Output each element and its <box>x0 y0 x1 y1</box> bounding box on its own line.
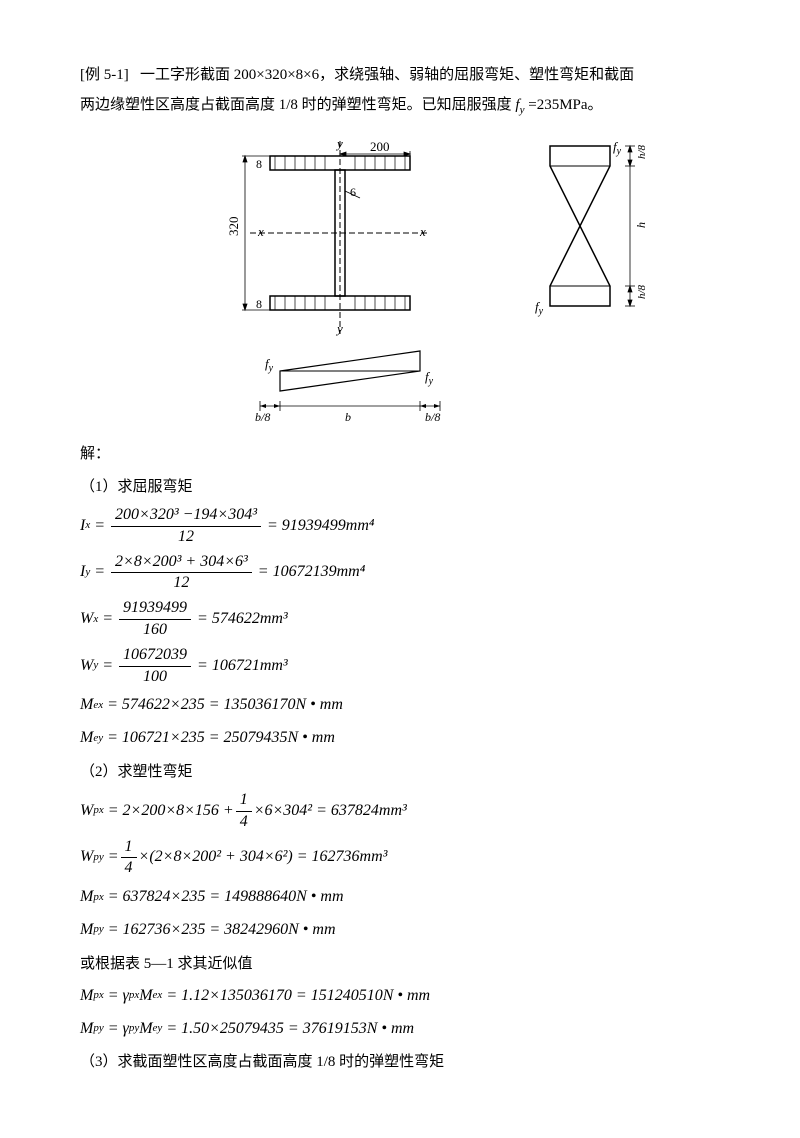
tf-bot: 8 <box>256 297 262 311</box>
b8-left: b/8 <box>255 410 270 424</box>
section-2-label: （2）求塑性弯矩 <box>80 759 750 786</box>
section-3-label: （3）求截面塑性区高度占截面高度 1/8 时的弹塑性弯矩 <box>80 1049 750 1076</box>
svg-text:h: h <box>634 222 648 228</box>
problem-label: [例 5-1] <box>80 67 129 83</box>
eq-Mex: Mex = 574622×235 = 135036170N • mm <box>80 691 750 720</box>
eq-Wy: Wy = 10672039100 = 106721mm³ <box>80 645 750 688</box>
eq-Wpx: Wpx = 2×200×8×156 + 14 ×6×304² = 637824m… <box>80 790 750 833</box>
problem-statement: [例 5-1] 一工字形截面 200×320×8×6，求绕强轴、弱轴的屈服弯矩、… <box>80 60 750 121</box>
x-axis-l: x <box>257 224 264 239</box>
section-1-label: （1）求屈服弯矩 <box>80 474 750 501</box>
fy-sub: y <box>520 104 525 116</box>
svg-text:fy: fy <box>425 369 434 387</box>
eq-Mpy: Mpy = 162736×235 = 38242960N • mm <box>80 916 750 945</box>
section-diagram: 200 320 8 8 6 y y x x fy fy <box>210 136 490 426</box>
tf-top: 8 <box>256 157 262 171</box>
x-axis-r: x <box>419 224 426 239</box>
eq-Mey: Mey = 106721×235 = 25079435N • mm <box>80 724 750 753</box>
svg-text:h/8: h/8 <box>636 144 648 159</box>
svg-text:fy: fy <box>535 299 544 317</box>
eq-Mpy-approx: Mpy = γpy Mey = 1.50×25079435 = 37619153… <box>80 1015 750 1044</box>
eq-Ix: Ix = 200×320³ −194×304³12 = 91939499mm⁴ <box>80 505 750 548</box>
eq-Mpx-approx: Mpx = γpx Mex = 1.12×135036170 = 1512405… <box>80 982 750 1011</box>
b-label: b <box>345 410 351 424</box>
b8-right: b/8 <box>425 410 440 424</box>
eq-Wpy: Wpy = 14 ×(2×8×200² + 304×6²) = 162736mm… <box>80 837 750 880</box>
height-320: 320 <box>226 217 241 237</box>
eq-Mpx: Mpx = 637824×235 = 149888640N • mm <box>80 883 750 912</box>
problem-line2: 两边缘塑性区高度占截面高度 1/8 时的弹塑性弯矩。已知屈服强度 <box>80 97 512 113</box>
problem-line1: 一工字形截面 200×320×8×6，求绕强轴、弱轴的屈服弯矩、塑性弯矩和截面 <box>140 67 634 83</box>
fy-value: =235MPa。 <box>528 97 602 113</box>
y-axis-bot: y <box>335 321 343 336</box>
width-200: 200 <box>370 139 390 154</box>
eq-Wx: Wx = 91939499160 = 574622mm³ <box>80 598 750 641</box>
svg-text:fy: fy <box>265 356 274 374</box>
y-axis-top: y <box>335 136 343 151</box>
svg-text:h/8: h/8 <box>636 284 648 299</box>
vertical-stress-diagram: fy fy h/8 h h/8 <box>520 136 660 336</box>
approx-label: 或根据表 5—1 求其近似值 <box>80 951 750 978</box>
eq-Iy: Iy = 2×8×200³ + 304×6³12 = 10672139mm⁴ <box>80 552 750 595</box>
solution-header: 解： <box>80 441 750 468</box>
svg-text:fy: fy <box>613 139 622 157</box>
tw-label: 6 <box>350 185 356 199</box>
diagram-container: 200 320 8 8 6 y y x x fy fy <box>120 136 750 426</box>
